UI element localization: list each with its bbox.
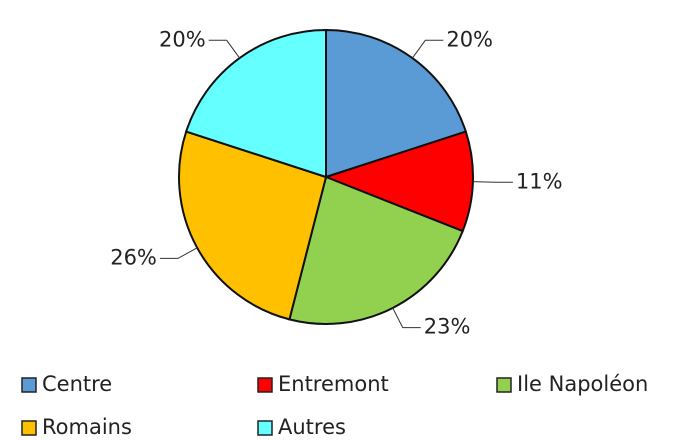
data-label: 11% bbox=[516, 169, 563, 193]
pie-slice bbox=[323, 130, 474, 233]
pie-slice bbox=[178, 130, 328, 321]
data-label: 26% bbox=[110, 245, 157, 269]
legend-label: Autres bbox=[278, 415, 346, 439]
legend-label: Entremont bbox=[278, 372, 389, 396]
legend-label: Ile Napoléon bbox=[517, 372, 648, 396]
data-label: 20% bbox=[159, 27, 206, 51]
legend-swatch bbox=[21, 377, 37, 393]
leader-line bbox=[392, 307, 421, 329]
legend-label: Romains bbox=[42, 415, 132, 439]
leader-line bbox=[159, 247, 198, 259]
pie-slice bbox=[184, 28, 327, 179]
legend-swatch bbox=[257, 420, 273, 436]
pie-slice bbox=[288, 175, 464, 325]
legend-swatch bbox=[21, 420, 37, 436]
leader-line bbox=[208, 39, 241, 59]
pie-slice bbox=[325, 28, 468, 179]
leader-line bbox=[411, 39, 444, 59]
data-label: 20% bbox=[446, 27, 493, 51]
data-label: 23% bbox=[424, 315, 471, 339]
legend-swatch bbox=[257, 377, 273, 393]
legend-swatch bbox=[496, 377, 512, 393]
legend-label: Centre bbox=[42, 372, 112, 396]
leader-line bbox=[472, 181, 513, 183]
